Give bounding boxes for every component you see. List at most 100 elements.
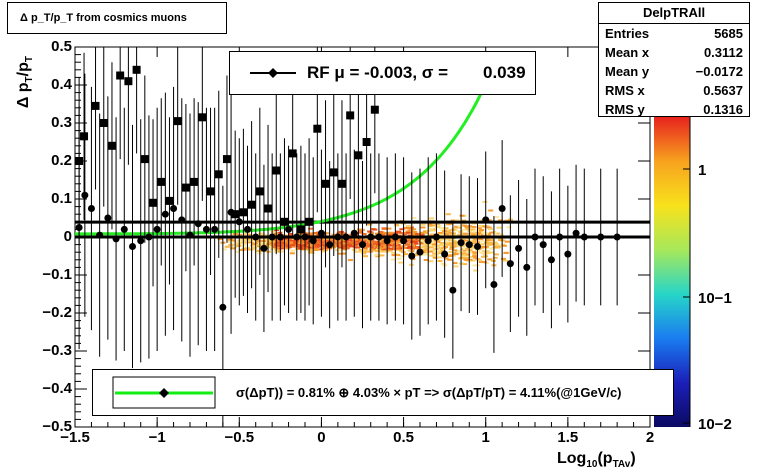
density-cell xyxy=(486,219,492,222)
density-cell xyxy=(256,243,262,246)
density-cell xyxy=(428,260,434,263)
density-cell xyxy=(270,240,276,243)
density-cell xyxy=(469,247,475,250)
mean-point xyxy=(87,205,95,212)
density-cell xyxy=(297,241,303,244)
density-cell xyxy=(375,255,381,258)
density-cell xyxy=(452,249,458,252)
x-axis-label: Log10(pTAv) xyxy=(557,450,636,471)
density-cell xyxy=(398,261,404,264)
density-cell xyxy=(420,226,426,229)
density-cell xyxy=(437,232,443,234)
density-cell xyxy=(432,252,438,255)
density-cell xyxy=(427,224,433,227)
density-cell xyxy=(386,233,392,236)
y-tick-label: 0.2 xyxy=(51,152,72,169)
density-cell xyxy=(457,225,463,228)
density-cell xyxy=(340,238,346,241)
density-cell xyxy=(422,241,428,244)
density-cell xyxy=(378,242,384,245)
mean-point xyxy=(474,243,481,250)
density-cell xyxy=(227,239,233,242)
mean-point xyxy=(244,225,251,233)
density-cell xyxy=(267,240,273,243)
mean-point xyxy=(326,241,334,249)
mean-point xyxy=(350,229,358,237)
density-cell xyxy=(407,234,413,237)
density-cell xyxy=(472,251,478,254)
density-cell xyxy=(478,238,484,241)
mean-point xyxy=(153,225,161,233)
density-cell xyxy=(504,240,510,243)
stats-value: −0.0172 xyxy=(695,64,743,79)
density-cell xyxy=(362,248,368,251)
rms-point xyxy=(214,170,223,179)
density-cell xyxy=(337,241,343,244)
density-cell xyxy=(230,247,236,250)
density-cell xyxy=(469,240,474,243)
density-cell xyxy=(420,253,426,256)
density-cell xyxy=(415,240,421,243)
density-cell xyxy=(450,219,456,222)
mean-point xyxy=(219,303,227,311)
density-cell xyxy=(465,260,471,263)
density-cell xyxy=(489,239,495,242)
chart-title-text: Δ p_T/p_T from cosmics muons xyxy=(20,12,187,24)
mean-point xyxy=(359,241,366,249)
density-cell xyxy=(453,241,459,244)
density-cell xyxy=(476,227,482,230)
density-cell xyxy=(276,247,282,250)
mean-point xyxy=(309,237,317,245)
density-cell xyxy=(236,245,242,247)
density-cell xyxy=(414,246,420,249)
density-cell xyxy=(424,252,430,255)
x-tick-label: −0.5 xyxy=(224,429,255,446)
rms-point xyxy=(222,155,231,164)
density-cell xyxy=(241,247,247,250)
density-cell xyxy=(314,243,320,246)
rms-point xyxy=(165,196,174,205)
density-cell xyxy=(446,243,452,246)
density-cell xyxy=(304,241,310,244)
density-cell xyxy=(493,253,499,256)
density-cell xyxy=(487,243,492,246)
density-cell xyxy=(247,234,253,237)
density-cell xyxy=(453,229,459,232)
density-cell xyxy=(435,225,440,228)
density-cell xyxy=(465,227,470,230)
density-cell xyxy=(285,242,291,245)
y-tick-label: 0.5 xyxy=(51,38,72,55)
density-cell xyxy=(424,245,429,248)
mean-point xyxy=(375,233,383,241)
density-cell xyxy=(501,244,507,247)
density-cell xyxy=(338,233,344,236)
density-cell xyxy=(486,226,492,229)
density-cell xyxy=(410,244,415,247)
density-cell xyxy=(472,252,478,255)
density-cell xyxy=(314,240,320,243)
y-tick-label: −0.5 xyxy=(42,418,72,435)
density-cell xyxy=(386,243,392,246)
density-cell xyxy=(485,237,491,240)
density-cell xyxy=(448,251,454,253)
density-cell xyxy=(295,247,301,250)
fit-legend-symbol xyxy=(112,376,216,409)
mean-point xyxy=(145,233,153,241)
density-cell xyxy=(374,244,380,247)
density-cell xyxy=(289,241,295,244)
density-cell xyxy=(358,231,364,234)
density-cell xyxy=(399,228,405,231)
density-cell xyxy=(432,242,438,245)
density-cell xyxy=(396,257,402,260)
density-cell xyxy=(404,243,410,246)
density-cell xyxy=(471,234,477,237)
density-cell xyxy=(370,248,376,251)
density-cell xyxy=(447,238,453,241)
rms-point xyxy=(116,71,125,80)
density-cell xyxy=(427,250,433,253)
stats-label: Mean x xyxy=(605,45,650,60)
mean-point xyxy=(383,237,391,245)
density-cell xyxy=(423,259,429,261)
density-cell xyxy=(288,233,294,235)
density-cell xyxy=(381,244,387,247)
